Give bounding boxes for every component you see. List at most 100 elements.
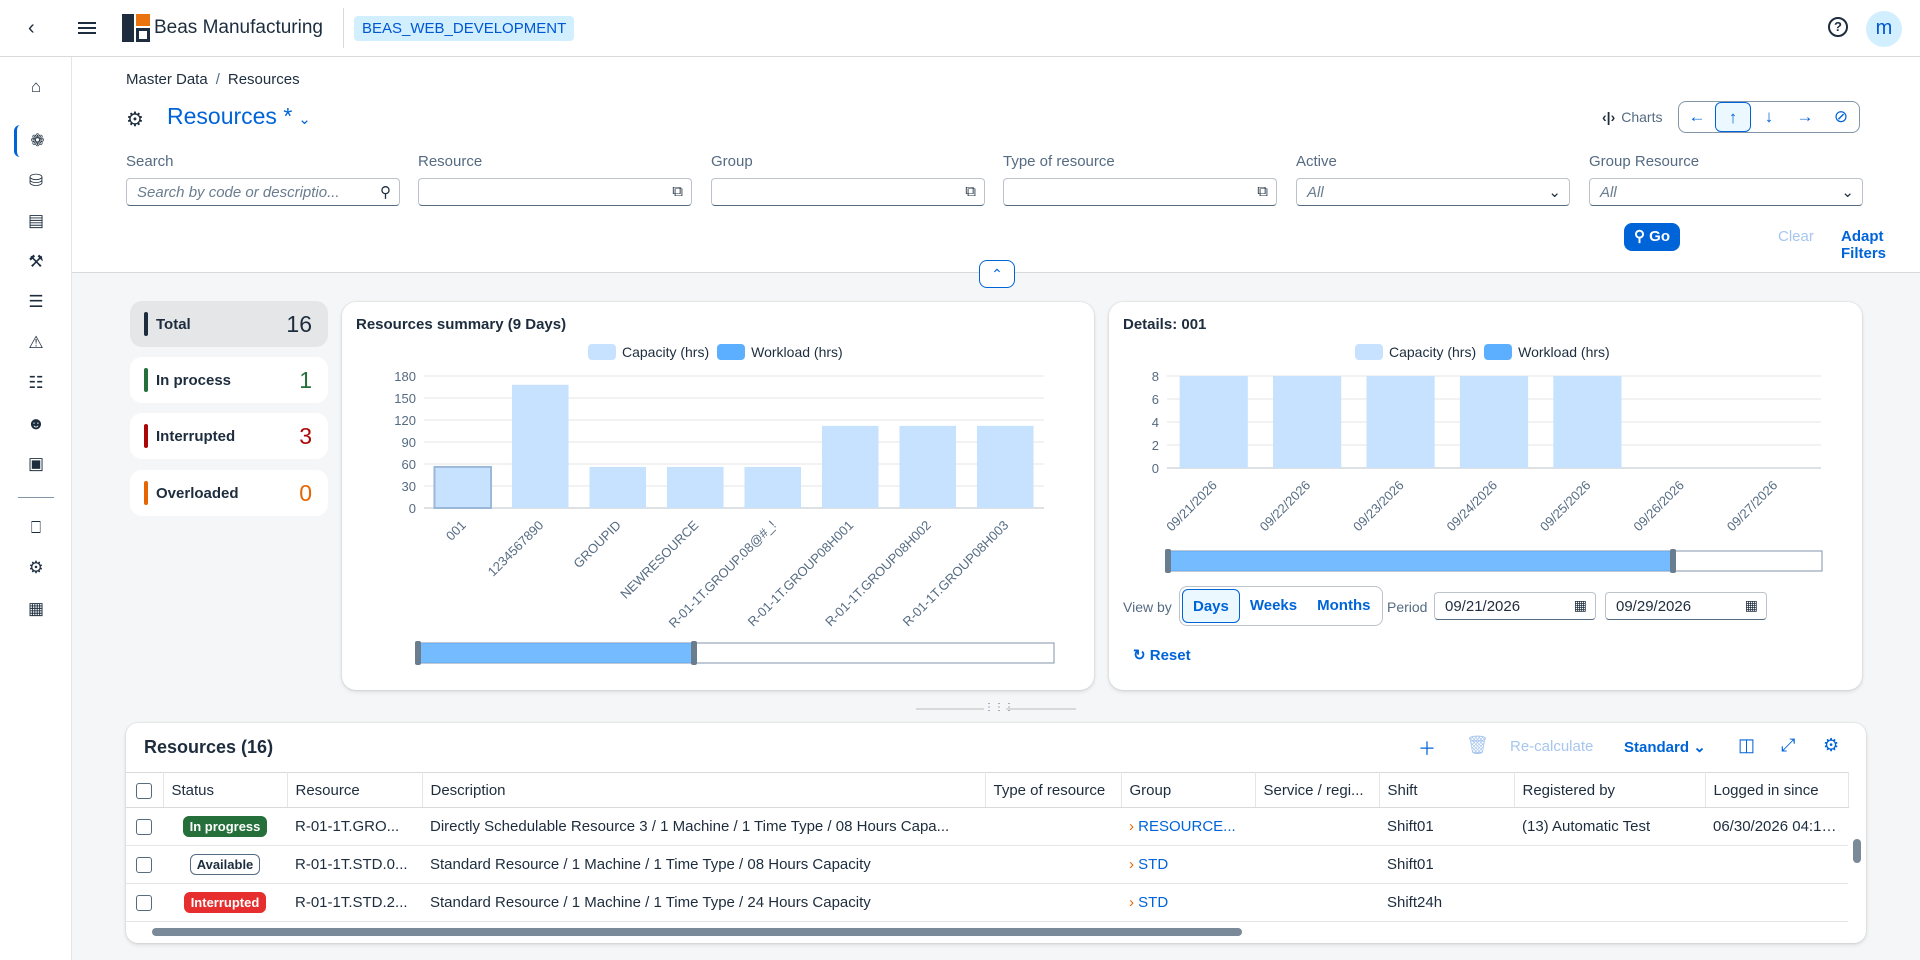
page-title[interactable]: Resources * ⌄ [167, 103, 311, 130]
column-header[interactable]: Type of resource [985, 772, 1122, 808]
refresh-icon: ↻ [1133, 647, 1150, 664]
group-link[interactable]: › STD [1121, 883, 1255, 922]
reset-button[interactable]: ↻ Reset [1133, 646, 1191, 664]
details-bar-chart[interactable]: 0 2 4 6 8 09/21/2026 09/22/2026 09/23/2026 09/24… [1109, 302, 1862, 690]
breadcrumb-master-data[interactable]: Master Data [126, 71, 208, 88]
clear-button[interactable]: Clear [1778, 228, 1814, 245]
grip-icon[interactable]: ⋮⋮⋮ [984, 702, 1014, 714]
row-checkbox[interactable] [136, 819, 152, 836]
kpi-interrupted[interactable]: Interrupted 3 [130, 413, 328, 459]
collapse-header-button[interactable]: ⌃ [979, 260, 1015, 288]
menu-icon[interactable] [78, 19, 98, 37]
devices-icon[interactable]: ⎕ [30, 518, 42, 537]
adapt-filters-button[interactable]: Adapt Filters [1841, 228, 1887, 262]
calendar-icon[interactable]: ▦ [1573, 597, 1587, 613]
fullscreen-icon[interactable]: ⤢ [1781, 735, 1796, 755]
summary-bar-chart[interactable]: 0 30 60 90 120 150 180 001 1234567890 GROUPIDNEWR… [342, 302, 1094, 690]
search-icon[interactable]: ⚲ [380, 184, 391, 201]
row-checkbox[interactable] [136, 895, 152, 912]
calendar-icon[interactable]: ▦ [1744, 597, 1758, 613]
go-button[interactable]: ⚲ Go [1624, 223, 1680, 251]
view-weeks-button[interactable]: Weeks [1249, 597, 1298, 614]
kpi-total[interactable]: Total 16 [130, 301, 328, 347]
table-row[interactable]: Available R-01-1T.STD.0... Standard Resour… [126, 845, 1848, 884]
avatar[interactable]: m [1866, 11, 1902, 47]
legend-workload[interactable]: Workload (hrs) [1484, 344, 1610, 360]
warning-icon[interactable]: ⚠ [28, 333, 44, 352]
value-help-icon[interactable]: ⧉ [672, 183, 683, 200]
back-icon[interactable]: ‹ [28, 16, 35, 39]
arrow-up-icon[interactable]: ↑ [1715, 102, 1751, 132]
date-to-picker[interactable]: 09/29/2026 ▦ [1605, 592, 1767, 620]
column-header[interactable]: Logged in since [1705, 772, 1849, 808]
variant-select[interactable]: Standard ⌄ [1624, 738, 1706, 756]
resource-input[interactable]: ⧉ [418, 178, 692, 206]
shipping-icon[interactable]: ⛁ [28, 171, 44, 190]
group-resource-select[interactable]: All ⌄ [1589, 178, 1863, 206]
wrench-icon[interactable]: ⚒ [28, 252, 44, 271]
group-value[interactable]: STD [1138, 894, 1169, 911]
arrow-right-icon[interactable]: → [1796, 107, 1814, 126]
home-icon[interactable]: ⌂ [30, 77, 42, 96]
column-header[interactable]: Group [1121, 772, 1256, 808]
help-icon[interactable]: ? [1828, 17, 1848, 37]
delete-icon[interactable]: 🗑︎ [1466, 735, 1489, 755]
column-header[interactable]: Shift [1379, 772, 1515, 808]
row-checkbox[interactable] [136, 857, 152, 874]
horizontal-scrollbar[interactable] [140, 926, 1840, 938]
summary-legend: Capacity (hrs) Workload (hrs) [588, 344, 851, 360]
beas-logo [122, 14, 150, 42]
column-header[interactable]: Service / regi... [1255, 772, 1380, 808]
search-input[interactable]: Search by code or descriptio... ⚲ [126, 178, 400, 206]
column-header[interactable]: Resource [287, 772, 423, 808]
resources-icon[interactable]: ❁ [14, 125, 58, 157]
resource-label: Resource [418, 153, 483, 170]
recalculate-button[interactable]: Re-calculate [1510, 738, 1594, 755]
group-link[interactable]: › RESOURCE... [1121, 807, 1255, 846]
legend-capacity[interactable]: Capacity (hrs) [588, 344, 709, 360]
factory-icon[interactable]: ▤ [27, 211, 45, 230]
column-header[interactable]: Status [163, 772, 288, 808]
kpi-in-process[interactable]: In process 1 [130, 357, 328, 403]
view-months-button[interactable]: Months [1317, 597, 1371, 614]
y-tick-label: 0 [1152, 461, 1159, 476]
group-value[interactable]: RESOURCE... [1138, 818, 1236, 835]
y-tick-label: 4 [1152, 415, 1159, 430]
chevron-down-icon[interactable]: ⌄ [1841, 184, 1854, 201]
active-select[interactable]: All ⌄ [1296, 178, 1570, 206]
add-icon[interactable]: ＋ [1418, 739, 1436, 759]
chevron-down-icon[interactable]: ⌄ [298, 111, 311, 128]
select-all-checkbox[interactable] [136, 782, 152, 799]
legend-capacity[interactable]: Capacity (hrs) [1355, 344, 1476, 360]
users-icon[interactable]: ☻ [27, 414, 45, 433]
monitor-icon[interactable]: ▣ [27, 454, 45, 473]
type-input[interactable]: ⧉ [1003, 178, 1277, 206]
report-icon[interactable]: ▦ [27, 599, 45, 618]
date-from-picker[interactable]: 09/21/2026 ▦ [1434, 592, 1596, 620]
table-row[interactable]: In progress R-01-1T.GRO... Directly Schedu… [126, 807, 1848, 846]
export-icon[interactable]: ◫ [1738, 735, 1756, 755]
legend-workload[interactable]: Workload (hrs) [717, 344, 843, 360]
column-header[interactable]: Description [422, 772, 986, 808]
kpi-overloaded[interactable]: Overloaded 0 [130, 470, 328, 516]
document-icon[interactable]: ☷ [28, 373, 44, 392]
group-input[interactable]: ⧉ [711, 178, 985, 206]
chevron-down-icon[interactable]: ⌄ [1548, 184, 1561, 201]
vertical-scrollbar[interactable] [1852, 775, 1862, 915]
app-brand[interactable]: Beas Manufacturing [154, 17, 323, 38]
group-link[interactable]: › STD [1121, 845, 1255, 884]
value-help-icon[interactable]: ⧉ [965, 183, 976, 200]
shell-bar: ‹ Beas Manufacturing BEAS_WEB_DEVELOPMEN… [0, 0, 1920, 57]
table-row[interactable]: Interrupted R-01-1T.STD.2... Standard Reso… [126, 883, 1848, 922]
arrow-left-icon[interactable]: ← [1688, 107, 1706, 126]
checklist-icon[interactable]: ☰ [28, 292, 44, 311]
view-days-button[interactable]: Days [1182, 589, 1240, 623]
bar-capacity [511, 384, 569, 508]
gear-icon[interactable]: ⚙ [28, 558, 44, 577]
hide-icon[interactable]: ⊘ [1833, 107, 1849, 126]
value-help-icon[interactable]: ⧉ [1257, 183, 1268, 200]
group-value[interactable]: STD [1138, 856, 1169, 873]
arrow-down-icon[interactable]: ↓ [1764, 107, 1774, 126]
column-header[interactable]: Registered by [1514, 772, 1706, 808]
settings-icon[interactable]: ⚙ [1823, 735, 1840, 755]
